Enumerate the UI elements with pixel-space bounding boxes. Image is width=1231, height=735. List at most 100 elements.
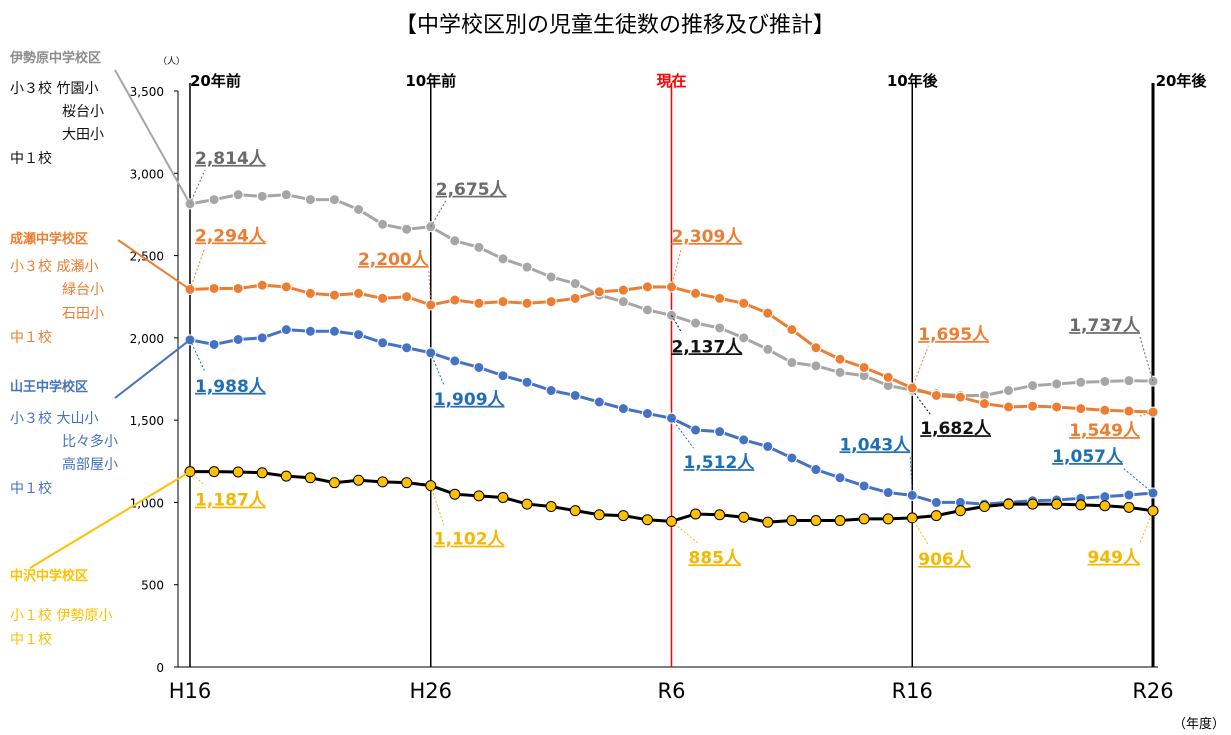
- point: [328, 194, 340, 206]
- y-tick-label: 500: [141, 579, 164, 593]
- point: [377, 476, 389, 488]
- point: [762, 343, 774, 355]
- point: [401, 477, 413, 489]
- point: [954, 391, 966, 403]
- point: [473, 490, 485, 502]
- point: [762, 516, 774, 528]
- legend-school: 小３校 大山小: [10, 410, 98, 427]
- leader-line: [1139, 336, 1154, 382]
- legend-school: 中１校: [10, 329, 52, 346]
- point: [617, 284, 629, 296]
- point: [1075, 376, 1087, 388]
- point: [762, 307, 774, 319]
- point: [328, 289, 340, 301]
- point: [280, 324, 292, 336]
- point: [690, 317, 702, 329]
- period-label: 20年後: [1156, 72, 1208, 90]
- point: [786, 452, 798, 464]
- point: [569, 505, 581, 517]
- point: [280, 189, 292, 201]
- point: [641, 281, 653, 293]
- leader-line: [430, 352, 445, 386]
- point: [208, 194, 220, 206]
- point: [304, 325, 316, 337]
- value-label: 2,675人: [436, 180, 508, 200]
- point: [834, 515, 846, 527]
- point: [834, 472, 846, 484]
- x-unit: （年度）: [1173, 716, 1225, 732]
- point: [449, 294, 461, 306]
- point: [1099, 375, 1111, 387]
- point: [714, 292, 726, 304]
- point: [954, 505, 966, 517]
- point: [497, 370, 509, 382]
- point: [641, 304, 653, 316]
- point: [1123, 501, 1135, 513]
- point: [521, 498, 533, 510]
- y-tick-label: 1,000: [130, 496, 164, 510]
- period-label: 10年後: [887, 72, 939, 90]
- point: [256, 279, 268, 291]
- point: [617, 296, 629, 308]
- point: [1003, 498, 1015, 510]
- point: [569, 389, 581, 401]
- chart-title: 【中学校区別の児童生徒数の推移及び推計】: [395, 13, 835, 38]
- point: [280, 470, 292, 482]
- point: [545, 501, 557, 513]
- x-tick-label: R6: [658, 679, 686, 703]
- point: [1123, 405, 1135, 417]
- point: [858, 480, 870, 492]
- point: [449, 235, 461, 247]
- value-label: 1,682人: [920, 419, 992, 439]
- point: [353, 329, 365, 341]
- point: [978, 398, 990, 410]
- point: [714, 509, 726, 521]
- value-label: 1,549人: [1069, 421, 1141, 441]
- legend-title: 成瀬中学校区: [10, 231, 88, 247]
- legend-title: 山王中学校区: [10, 379, 88, 395]
- legend-school: 石田小: [62, 306, 104, 322]
- leader-line: [911, 389, 931, 415]
- period-label: 10年前: [405, 72, 456, 90]
- x-tick-label: H26: [409, 679, 452, 703]
- point: [545, 385, 557, 397]
- point: [714, 322, 726, 334]
- point: [208, 338, 220, 350]
- period-label: 20年前: [190, 72, 241, 90]
- point: [1075, 403, 1087, 415]
- leader-line: [189, 169, 206, 205]
- leader-line: [911, 345, 929, 389]
- point: [882, 487, 894, 499]
- period-label: 現在: [656, 72, 686, 90]
- point: [690, 424, 702, 436]
- point: [978, 501, 990, 513]
- point: [641, 514, 653, 526]
- legend-school: 中１校: [10, 150, 52, 167]
- point: [232, 466, 244, 478]
- point: [1099, 404, 1111, 416]
- point: [882, 371, 894, 383]
- value-label: 2,309人: [672, 227, 744, 247]
- point: [690, 508, 702, 520]
- point: [256, 332, 268, 344]
- point: [786, 515, 798, 527]
- point: [304, 287, 316, 299]
- point: [810, 342, 822, 354]
- point: [930, 389, 942, 401]
- x-tick-label: R16: [892, 679, 933, 703]
- point: [1099, 500, 1111, 512]
- value-label: 1,057人: [1052, 447, 1124, 467]
- point: [810, 360, 822, 372]
- y-tick-label: 3,000: [130, 167, 164, 181]
- value-label: 1,988人: [195, 377, 267, 397]
- value-label: 1,187人: [195, 491, 267, 511]
- point: [497, 253, 509, 265]
- point: [377, 218, 389, 230]
- point: [353, 203, 365, 215]
- point: [882, 513, 894, 525]
- legend-school: 小１校 伊勢原小: [10, 607, 112, 624]
- point: [497, 491, 509, 503]
- leader-line: [671, 315, 682, 333]
- point: [304, 194, 316, 206]
- legend-school: 高部屋小: [62, 456, 118, 473]
